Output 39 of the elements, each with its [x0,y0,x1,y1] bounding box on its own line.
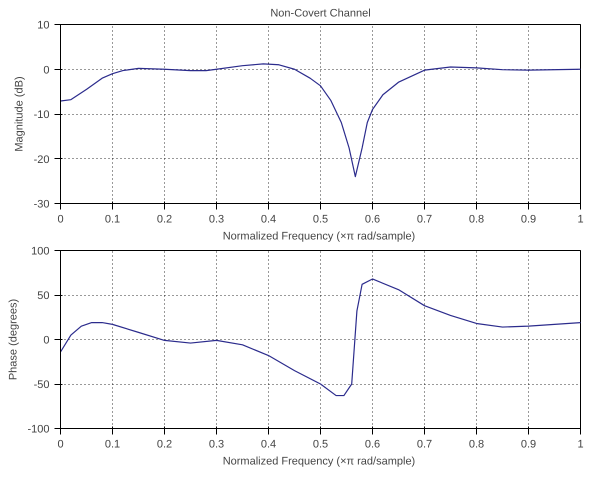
x-tick-label: 0.4 [260,214,276,226]
x-tick-label: 0.2 [156,438,172,450]
y-tick-label: 10 [37,20,50,32]
y-tick-label: -100 [27,424,50,436]
x-axis-title: Normalized Frequency (×π rad/sample) [222,230,416,242]
y-tick-label: 0 [43,334,50,346]
y-tick-label: -30 [34,198,50,210]
x-tick-label: 0.6 [364,438,380,450]
x-tick-label: 0.5 [312,214,328,226]
y-tick-label: -20 [34,154,50,166]
y-tick-label: 100 [31,246,50,258]
y-axis-title: Magnitude (dB) [14,76,26,152]
y-axis-title: Phase (degrees) [7,298,20,380]
y-tick-label: -10 [34,109,50,121]
x-tick-label: 0.7 [416,214,432,226]
x-tick-label: 1 [577,214,584,226]
x-tick-label: 0.9 [520,438,536,450]
line-series [60,63,580,178]
x-tick-label: 0.3 [208,438,224,450]
x-axis-title: Normalized Frequency (×π rad/sample) [222,456,416,468]
y-tick-label: -50 [34,379,50,391]
y-tick-label: 0 [43,64,50,76]
chart-title: Non-Covert Channel [270,8,371,20]
x-tick-label: 1 [577,438,584,450]
x-tick-label: 0.1 [104,214,120,226]
x-tick-label: 0.2 [156,214,172,226]
x-tick-label: 0.8 [468,214,484,226]
x-tick-label: 0.5 [312,438,328,450]
x-tick-label: 0 [57,214,64,226]
x-tick-label: 0.8 [468,438,484,450]
y-tick-label: 50 [37,290,50,302]
x-tick-label: 0.7 [416,438,432,450]
x-tick-label: 0.6 [364,214,380,226]
x-tick-label: 0.1 [104,438,120,450]
x-tick-label: 0.4 [260,438,276,450]
line-series [60,278,580,396]
x-tick-label: 0.3 [208,214,224,226]
x-tick-label: 0.9 [520,214,536,226]
x-tick-label: 0 [57,438,64,450]
